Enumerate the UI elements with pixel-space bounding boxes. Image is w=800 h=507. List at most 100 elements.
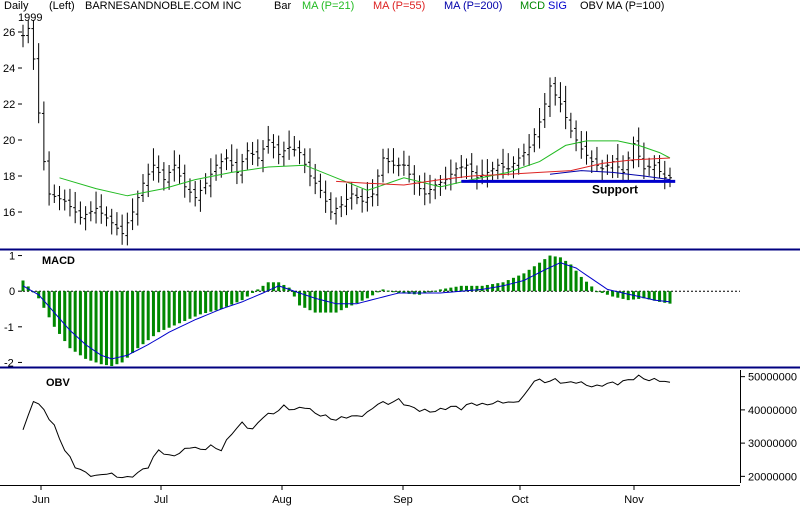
macd-histogram-bar (548, 255, 552, 292)
price-bar (631, 136, 636, 169)
y-tick-label: 22 (3, 99, 15, 111)
macd-histogram-bar (298, 291, 302, 306)
price-bar (626, 151, 631, 182)
macd-histogram-bar (58, 291, 62, 334)
macd-histogram-bar (303, 291, 307, 308)
axis-side-label: (Left) (49, 0, 75, 12)
y-tick-label: 50000000 (748, 372, 797, 384)
price-bar (521, 143, 526, 166)
price-bar (31, 19, 36, 70)
macd-histogram-bar (611, 291, 615, 297)
price-bar (401, 150, 406, 176)
period-label: Daily (4, 0, 29, 12)
price-bar (130, 198, 135, 231)
price-bar (454, 162, 459, 184)
macd-histogram-bar (590, 286, 594, 292)
price-bar (26, 20, 31, 44)
macd-histogram-bar (428, 291, 432, 293)
ma55-legend: MA (P=55) (373, 0, 426, 12)
macd-histogram-bar (73, 291, 77, 352)
price-bar (229, 144, 234, 173)
macd-histogram-bar (324, 291, 328, 313)
panel-frames (0, 248, 800, 369)
month-label: Nov (624, 494, 644, 506)
sig-legend: SIG (548, 0, 567, 12)
price-bar (203, 173, 208, 195)
price-bar (255, 139, 260, 167)
macd-histogram-bar (480, 285, 484, 292)
price-bar (511, 156, 516, 179)
price-bar (438, 175, 443, 196)
macd-histogram-bar (84, 291, 88, 359)
price-bar (464, 158, 469, 179)
mcd-legend: MCD (520, 0, 546, 12)
macd-histogram-bar (459, 285, 463, 292)
macd-histogram-bar (564, 260, 568, 292)
macd-histogram-bar (658, 291, 662, 302)
macd-histogram-bar (501, 282, 505, 292)
macd-histogram-bar (209, 291, 213, 312)
price-bar (662, 160, 667, 190)
price-bar (610, 155, 615, 179)
price-bar (391, 148, 396, 174)
price-bar (245, 142, 250, 170)
price-bar (594, 146, 599, 172)
macd-histogram-bar (402, 291, 406, 294)
price-bar (349, 181, 354, 210)
macd-histogram-bar (172, 291, 176, 326)
macd-histogram-bar (47, 291, 51, 318)
month-axis: Jun Jul Aug Sep Oct Nov (0, 485, 740, 506)
price-bar (589, 150, 594, 174)
macd-histogram-bar (125, 291, 129, 358)
price-bar (636, 127, 641, 168)
price-bar (141, 174, 146, 202)
price-bar (287, 130, 292, 160)
price-bar (459, 155, 464, 179)
price-bar (579, 130, 584, 159)
price-bar (78, 201, 83, 225)
price-bar (334, 197, 339, 225)
obv-panel: 20000000 30000000 40000000 50000000 OBV (22, 370, 797, 483)
macd-histogram-bar (151, 291, 155, 337)
price-bar (381, 148, 386, 183)
signal-line (22, 262, 671, 360)
macd-histogram-bar (637, 291, 641, 299)
macd-histogram-bar (89, 291, 93, 361)
price-bar (417, 175, 422, 196)
macd-histogram-bar (438, 289, 442, 292)
macd-histogram-bar (251, 291, 255, 293)
support-label: Support (592, 182, 638, 196)
obv-line (22, 374, 671, 479)
macd-histogram-bar (360, 291, 364, 301)
macd-histogram-bar (371, 291, 375, 296)
macd-histogram-bar (647, 291, 651, 300)
macd-histogram-bar (99, 291, 103, 365)
month-label: Jul (154, 494, 168, 506)
macd-histogram-bar (506, 280, 510, 292)
y-tick-label: 1 (9, 251, 15, 263)
macd-histogram-bar (569, 264, 573, 292)
y-tick-label: 20 (3, 135, 15, 147)
macd-histogram-bar (558, 257, 562, 292)
price-bar (318, 173, 323, 199)
price-bar (427, 174, 432, 204)
chart-style-label: Bar (274, 0, 292, 12)
price-bar (354, 187, 359, 205)
price-bar (506, 153, 511, 176)
price-bar (422, 172, 427, 206)
price-bar (495, 158, 500, 180)
macd-histogram-bar (621, 291, 625, 299)
y-tick-label: 30000000 (748, 438, 797, 450)
macd-histogram-bar (397, 291, 401, 293)
macd-histogram-bar (120, 291, 124, 363)
y-tick-label: 16 (3, 207, 15, 219)
macd-histogram-bar (538, 262, 542, 292)
ma21-legend: MA (P=21) (302, 0, 355, 12)
macd-histogram-bar (261, 285, 265, 292)
price-bar (109, 208, 114, 235)
month-label: Jun (32, 494, 50, 506)
price-bar (615, 144, 620, 178)
macd-histogram-bar (245, 291, 249, 297)
y-tick-label: -1 (4, 322, 14, 334)
